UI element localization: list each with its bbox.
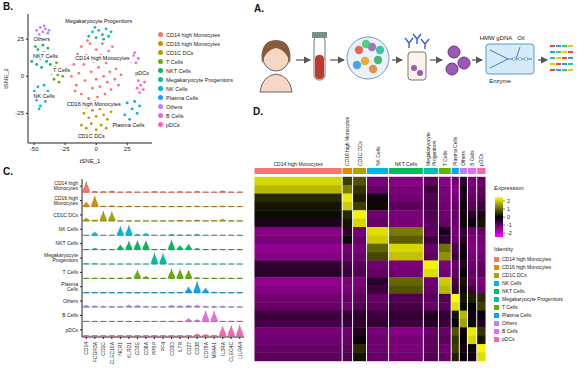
html-text:NK Cells: NK Cells [502, 280, 522, 286]
html-text:Others: Others [502, 320, 517, 326]
svg-text:25: 25 [124, 146, 131, 152]
html-text:B Cells: B Cells [502, 328, 518, 334]
html-text:Expression: Expression [494, 185, 524, 191]
html-text:Megakaryocyte Progenitors: Megakaryocyte Progenitors [166, 76, 233, 83]
svg-text:CD38: CD38 [194, 342, 200, 355]
svg-text:FCGR3A: FCGR3A [92, 341, 98, 362]
svg-text:25: 25 [17, 36, 24, 42]
svg-text:Megakaryocyte: Megakaryocyte [425, 132, 432, 166]
svg-text:pDCs: pDCs [65, 327, 78, 333]
svg-text:HMW gDNA: HMW gDNA [480, 35, 513, 41]
html-text:D.: D. [253, 106, 263, 117]
html-text:NKT Cells: NKT Cells [502, 288, 525, 294]
svg-text:-2: -2 [507, 230, 512, 236]
html-text:Others: Others [166, 103, 183, 110]
html-text:CD1C DCs: CD1C DCs [166, 49, 194, 56]
svg-text:tSNE_2: tSNE_2 [3, 68, 9, 89]
svg-text:CLEC4C: CLEC4C [228, 342, 234, 362]
svg-text:IL3RA: IL3RA [220, 341, 226, 356]
html-text:CD14 high Monocytes: CD14 high Monocytes [166, 31, 221, 38]
svg-text:Others: Others [63, 298, 79, 304]
svg-text:1: 1 [507, 206, 510, 212]
svg-text:CD3E: CD3E [134, 341, 140, 355]
html-text:pDCs: pDCs [502, 336, 515, 342]
svg-text:CD14 highMonocytes: CD14 highMonocytes [54, 180, 79, 191]
svg-text:2: 2 [507, 198, 510, 204]
html-text:Plasma Cells: Plasma Cells [166, 94, 199, 101]
svg-text:CLEC10A: CLEC10A [109, 341, 115, 364]
svg-text:Plasma Cells: Plasma Cells [452, 136, 458, 166]
svg-text:Progenitors: Progenitors [431, 140, 437, 166]
svg-text:PlasmaCells: PlasmaCells [61, 281, 78, 292]
svg-text:LILRA4: LILRA4 [237, 342, 243, 359]
html-text:B.: B. [3, 1, 13, 12]
html-text:CD16 high Monocytes: CD16 high Monocytes [502, 264, 552, 270]
svg-text:NKT Cells: NKT Cells [395, 161, 418, 167]
svg-text:Plasma Cells: Plasma Cells [112, 122, 144, 128]
svg-text:-50: -50 [30, 146, 39, 152]
html-text:NK Cells: NK Cells [166, 85, 188, 92]
svg-text:CD16 high Monocytes: CD16 high Monocytes [67, 101, 121, 107]
svg-text:B Cells: B Cells [62, 312, 78, 318]
html-text:Megakaryocyte Progenitors: Megakaryocyte Progenitors [502, 296, 563, 302]
svg-text:NK Cells: NK Cells [33, 93, 55, 99]
svg-text:-1: -1 [507, 222, 512, 228]
svg-text:tSNE_1: tSNE_1 [80, 158, 101, 164]
svg-text:CD14 high Monocytes: CD14 high Monocytes [273, 161, 323, 167]
html-text:NKT Cells: NKT Cells [166, 67, 191, 74]
svg-text:MS4A1: MS4A1 [211, 342, 217, 359]
html-text:CD16 high Monocytes: CD16 high Monocytes [166, 40, 221, 47]
svg-text:A.: A. [254, 3, 264, 14]
html-text:CD1C DCs: CD1C DCs [502, 272, 527, 278]
svg-text:NKT Cells: NKT Cells [33, 53, 58, 59]
svg-text:0: 0 [21, 73, 25, 79]
svg-text:NK Cells: NK Cells [59, 226, 79, 232]
svg-text:CD1C DCs: CD1C DCs [53, 212, 78, 218]
html-text:C.: C. [3, 166, 13, 177]
svg-text:Megakaryocyte Progenitors: Megakaryocyte Progenitors [65, 18, 132, 24]
svg-text:T Cells: T Cells [63, 269, 79, 275]
svg-text:CD16 high Monocytes: CD16 high Monocytes [344, 116, 350, 166]
svg-text:CD14 high Monocytes: CD14 high Monocytes [75, 55, 129, 61]
html-text:T Cells: T Cells [502, 304, 518, 310]
svg-text:PF4: PF4 [160, 342, 166, 351]
svg-text:CD3D: CD3D [169, 342, 175, 356]
svg-text:Others: Others [33, 36, 50, 42]
svg-text:Others: Others [460, 150, 466, 166]
html-text:pDCs: pDCs [166, 121, 180, 128]
svg-text:T Cells: T Cells [442, 150, 448, 166]
svg-text:CD14: CD14 [83, 342, 89, 355]
svg-text:0: 0 [507, 214, 510, 220]
svg-text:CD16 highMonocytes: CD16 highMonocytes [54, 195, 79, 206]
svg-text:NCR1: NCR1 [117, 342, 123, 356]
svg-text:-25: -25 [15, 110, 24, 116]
svg-text:IL7R: IL7R [177, 342, 183, 353]
svg-text:B Cells: B Cells [469, 150, 475, 166]
html-text:Plasma Cells: Plasma Cells [502, 312, 532, 318]
svg-text:PPBP: PPBP [151, 341, 157, 355]
html-text:Identity: Identity [494, 246, 514, 252]
svg-text:NKT Cells: NKT Cells [56, 240, 79, 246]
html-text:B Cells: B Cells [166, 112, 184, 119]
svg-text:CD1C DCs: CD1C DCs [357, 141, 363, 166]
svg-text:CD1C DCs: CD1C DCs [78, 133, 105, 139]
svg-text:CD27: CD27 [186, 342, 192, 355]
svg-text:CD8A: CD8A [143, 341, 149, 355]
svg-text:0: 0 [95, 146, 99, 152]
html-text:T Cells: T Cells [166, 58, 183, 65]
svg-text:T Cells: T Cells [53, 67, 70, 73]
svg-text:Oil: Oil [517, 35, 524, 41]
svg-text:-25: -25 [61, 146, 70, 152]
html-text:CD14 high Monocytes: CD14 high Monocytes [502, 256, 552, 262]
svg-text:pDCs: pDCs [135, 70, 149, 76]
svg-text:KLRD1: KLRD1 [126, 342, 132, 358]
svg-text:pDCs: pDCs [478, 153, 484, 166]
svg-text:NK Cells: NK Cells [375, 146, 381, 166]
svg-text:CD79A: CD79A [203, 341, 209, 358]
svg-text:MegakaryocyteProgenitors: MegakaryocyteProgenitors [44, 252, 78, 263]
svg-text:Enzyme: Enzyme [489, 78, 511, 84]
svg-text:CD1C: CD1C [100, 342, 106, 356]
